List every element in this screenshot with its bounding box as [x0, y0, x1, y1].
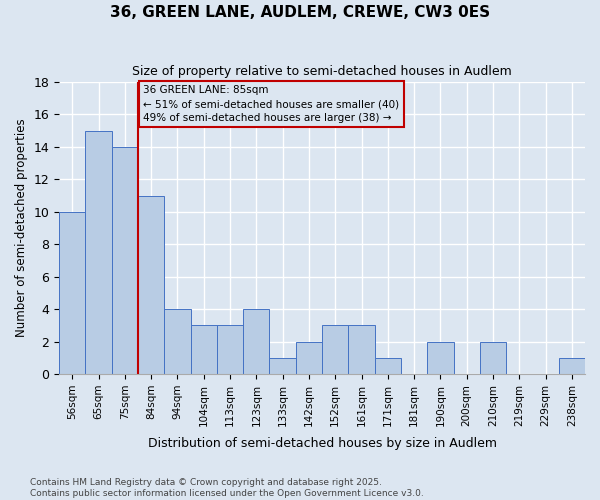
Bar — [138, 196, 164, 374]
Bar — [296, 342, 322, 374]
Bar — [112, 147, 138, 374]
Bar — [243, 309, 269, 374]
Text: 36 GREEN LANE: 85sqm
← 51% of semi-detached houses are smaller (40)
49% of semi-: 36 GREEN LANE: 85sqm ← 51% of semi-detac… — [143, 85, 400, 123]
Bar — [85, 130, 112, 374]
X-axis label: Distribution of semi-detached houses by size in Audlem: Distribution of semi-detached houses by … — [148, 437, 497, 450]
Bar — [191, 326, 217, 374]
Bar — [374, 358, 401, 374]
Bar — [427, 342, 454, 374]
Bar — [322, 326, 349, 374]
Bar — [164, 309, 191, 374]
Bar — [559, 358, 585, 374]
Bar — [269, 358, 296, 374]
Bar — [217, 326, 243, 374]
Bar — [480, 342, 506, 374]
Bar — [59, 212, 85, 374]
Text: 36, GREEN LANE, AUDLEM, CREWE, CW3 0ES: 36, GREEN LANE, AUDLEM, CREWE, CW3 0ES — [110, 5, 490, 20]
Bar — [349, 326, 374, 374]
Title: Size of property relative to semi-detached houses in Audlem: Size of property relative to semi-detach… — [132, 65, 512, 78]
Y-axis label: Number of semi-detached properties: Number of semi-detached properties — [15, 118, 28, 338]
Text: Contains HM Land Registry data © Crown copyright and database right 2025.
Contai: Contains HM Land Registry data © Crown c… — [30, 478, 424, 498]
